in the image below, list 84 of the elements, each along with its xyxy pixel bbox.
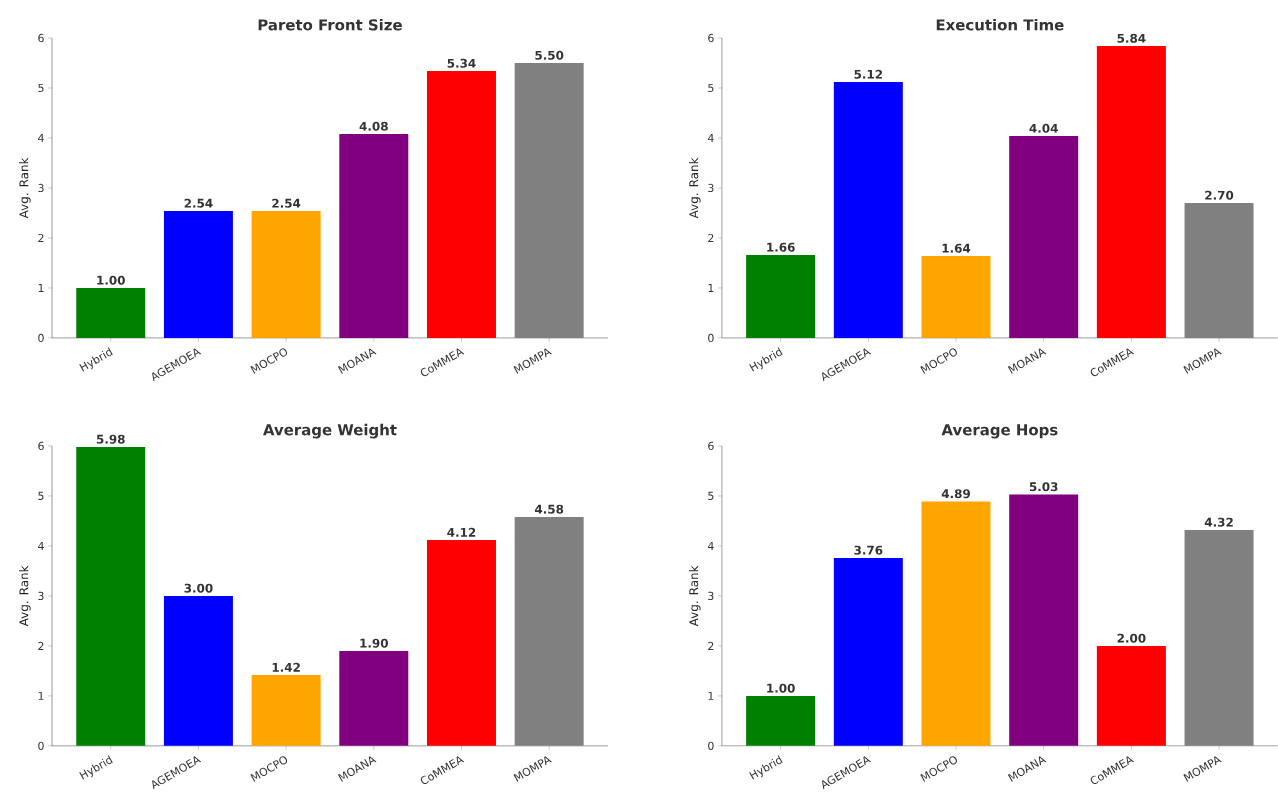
bar — [339, 650, 409, 746]
data-label: 2.54 — [272, 198, 301, 208]
y-axis-title: Avg. Rank — [19, 565, 31, 627]
data-label: 5.34 — [447, 58, 476, 68]
y-tick-label: 3 — [708, 183, 714, 193]
y-tick-label: 5 — [708, 491, 714, 501]
data-label: 2.70 — [1205, 190, 1234, 200]
y-tick-label: 0 — [708, 333, 714, 343]
y-tick-label: 4 — [38, 541, 44, 550]
bar — [163, 211, 233, 338]
bar — [251, 211, 321, 338]
bar — [163, 595, 233, 746]
y-tick-label: 4 — [38, 134, 44, 143]
bar — [426, 539, 496, 746]
y-axis-title: Avg. Rank — [689, 565, 701, 627]
y-tick-label: 2 — [38, 233, 44, 243]
data-label: 5.12 — [854, 69, 883, 79]
y-tick-label: 2 — [38, 641, 44, 651]
bar — [514, 63, 584, 338]
data-label: 4.32 — [1204, 517, 1233, 527]
y-tick-label: 0 — [708, 741, 714, 751]
y-axis-title: Avg. Rank — [689, 157, 701, 219]
bar — [1184, 203, 1254, 338]
bar — [426, 71, 496, 338]
y-tick-label: 5 — [38, 491, 44, 501]
y-tick-label: 4 — [707, 541, 714, 550]
data-label: 4.58 — [534, 504, 564, 514]
y-tick-label: 1 — [708, 284, 714, 292]
y-tick-label: 3 — [38, 591, 44, 601]
data-label: 4.08 — [359, 121, 388, 131]
y-tick-label: 3 — [708, 591, 714, 601]
data-label: 2.54 — [184, 198, 213, 208]
y-tick-label: 6 — [38, 441, 44, 451]
bar — [1009, 136, 1079, 338]
data-label: 3.00 — [184, 583, 213, 593]
bar — [921, 256, 991, 338]
bar — [921, 501, 991, 746]
data-label: 1.00 — [767, 683, 795, 693]
y-tick-label: 1 — [708, 691, 714, 700]
data-label: 5.03 — [1029, 482, 1058, 492]
bar — [514, 516, 584, 746]
bar — [1184, 529, 1254, 746]
bar — [251, 674, 321, 746]
y-tick-label: 5 — [708, 83, 714, 93]
chart-title: Average Hops — [941, 424, 1058, 439]
chart-title: Pareto Front Size — [258, 19, 402, 31]
data-label: 1.66 — [767, 242, 795, 252]
data-label: 4.04 — [1029, 123, 1058, 133]
data-label: 3.76 — [854, 545, 883, 555]
bar — [1009, 494, 1079, 746]
data-label: 4.12 — [447, 527, 476, 537]
data-label: 1.64 — [942, 243, 971, 253]
y-axis-title: Avg. Rank — [19, 157, 31, 219]
y-tick-label: 6 — [708, 33, 714, 43]
bar — [833, 557, 903, 746]
data-label: 2.00 — [1117, 633, 1146, 643]
data-label: 1.90 — [360, 638, 388, 648]
y-tick-label: 3 — [38, 183, 44, 193]
data-label: 5.84 — [1117, 33, 1146, 43]
bar — [746, 695, 816, 746]
y-tick-label: 6 — [38, 33, 44, 43]
bar — [76, 288, 146, 338]
y-tick-label: 2 — [708, 641, 714, 651]
y-tick-label: 1 — [38, 284, 44, 292]
bar — [339, 134, 409, 338]
y-tick-label: 5 — [38, 83, 44, 93]
y-tick-label: 1 — [38, 691, 44, 700]
data-label: 4.89 — [941, 489, 970, 499]
bar — [746, 255, 816, 338]
y-tick-label: 4 — [707, 134, 714, 143]
y-tick-label: 0 — [38, 333, 44, 343]
data-label: 1.00 — [97, 275, 125, 285]
data-label: 5.98 — [96, 434, 125, 444]
bar — [833, 82, 903, 338]
data-label: 1.42 — [272, 662, 300, 672]
bar — [1096, 645, 1166, 746]
y-tick-label: 2 — [708, 233, 714, 243]
y-tick-label: 0 — [38, 741, 44, 751]
data-label: 5.50 — [535, 50, 564, 60]
y-tick-label: 6 — [708, 441, 714, 451]
bar — [1096, 46, 1166, 338]
bar — [76, 446, 146, 746]
chart-title: Execution Time — [936, 19, 1064, 31]
chart-title: Average Weight — [263, 423, 397, 439]
